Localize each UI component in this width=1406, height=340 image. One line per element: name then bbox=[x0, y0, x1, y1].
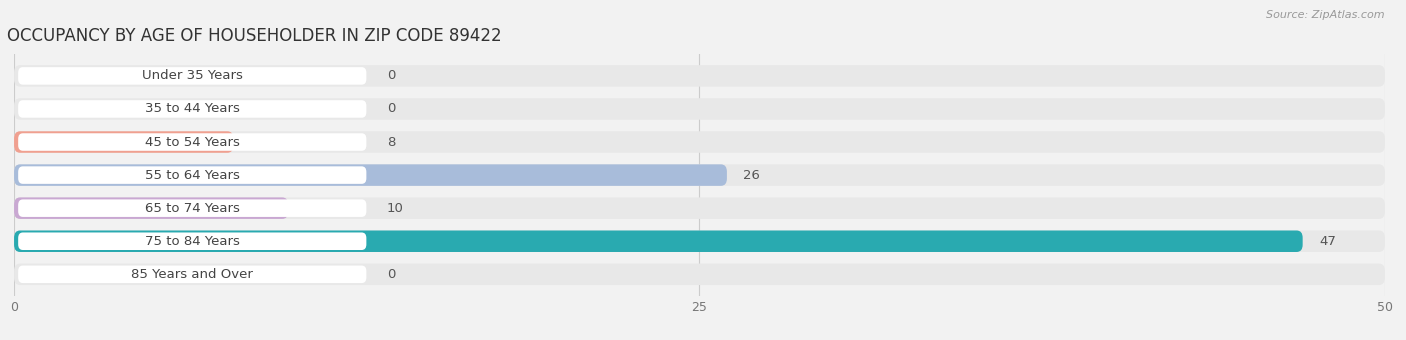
Text: 55 to 64 Years: 55 to 64 Years bbox=[145, 169, 239, 182]
FancyBboxPatch shape bbox=[14, 164, 1385, 186]
FancyBboxPatch shape bbox=[14, 231, 1303, 252]
Text: 10: 10 bbox=[387, 202, 404, 215]
Text: 45 to 54 Years: 45 to 54 Years bbox=[145, 136, 239, 149]
FancyBboxPatch shape bbox=[14, 164, 727, 186]
Text: 0: 0 bbox=[387, 268, 395, 281]
Text: 0: 0 bbox=[387, 102, 395, 116]
Text: Under 35 Years: Under 35 Years bbox=[142, 69, 243, 82]
FancyBboxPatch shape bbox=[18, 100, 367, 118]
Text: 85 Years and Over: 85 Years and Over bbox=[131, 268, 253, 281]
FancyBboxPatch shape bbox=[18, 133, 367, 151]
FancyBboxPatch shape bbox=[14, 131, 233, 153]
Text: 8: 8 bbox=[387, 136, 395, 149]
Text: OCCUPANCY BY AGE OF HOUSEHOLDER IN ZIP CODE 89422: OCCUPANCY BY AGE OF HOUSEHOLDER IN ZIP C… bbox=[7, 27, 502, 45]
Text: 75 to 84 Years: 75 to 84 Years bbox=[145, 235, 239, 248]
FancyBboxPatch shape bbox=[18, 199, 367, 217]
Text: 0: 0 bbox=[387, 69, 395, 82]
FancyBboxPatch shape bbox=[14, 231, 1385, 252]
Text: 26: 26 bbox=[744, 169, 761, 182]
FancyBboxPatch shape bbox=[14, 65, 1385, 87]
FancyBboxPatch shape bbox=[18, 266, 367, 283]
FancyBboxPatch shape bbox=[14, 98, 1385, 120]
FancyBboxPatch shape bbox=[18, 67, 367, 85]
Text: 35 to 44 Years: 35 to 44 Years bbox=[145, 102, 239, 116]
FancyBboxPatch shape bbox=[14, 264, 1385, 285]
Text: 65 to 74 Years: 65 to 74 Years bbox=[145, 202, 239, 215]
FancyBboxPatch shape bbox=[14, 198, 288, 219]
FancyBboxPatch shape bbox=[18, 166, 367, 184]
Text: 47: 47 bbox=[1319, 235, 1336, 248]
Text: Source: ZipAtlas.com: Source: ZipAtlas.com bbox=[1267, 10, 1385, 20]
FancyBboxPatch shape bbox=[18, 233, 367, 250]
FancyBboxPatch shape bbox=[14, 131, 1385, 153]
FancyBboxPatch shape bbox=[14, 198, 1385, 219]
